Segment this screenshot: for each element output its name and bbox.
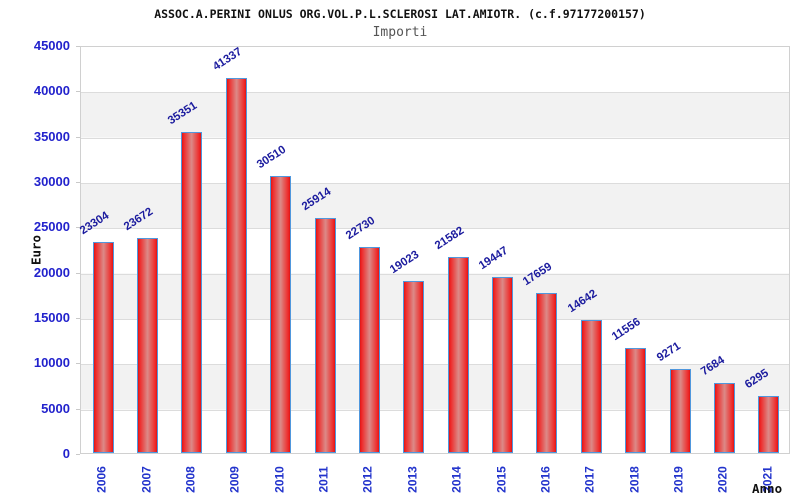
y-tick-label-0: 0 [62,446,70,461]
chart-subtitle: Importi [372,25,428,40]
y-tick-mark [76,272,80,274]
y-tick-mark [76,454,80,455]
bar-2013 [403,281,424,453]
y-tick-label-35000: 35000 [33,128,70,144]
x-tick-label-2015: 2015 [494,466,509,493]
y-tick-mark [76,318,80,319]
bar-2006 [93,242,114,453]
bar-2019 [670,369,691,453]
plot-area [80,46,790,454]
x-tick-label-2014: 2014 [449,466,464,493]
x-tick-label-2013: 2013 [405,466,420,493]
bar-2021 [758,396,779,453]
gridline-5000 [81,409,789,411]
bar-2017 [581,320,602,453]
x-tick-label-2008: 2008 [183,466,198,493]
gridline-20000 [81,273,789,275]
x-axis-title: Anno [752,481,783,496]
gridline-40000 [81,92,789,94]
gridline-35000 [81,137,789,139]
bar-2008 [181,132,202,453]
x-tick-label-2010: 2010 [272,466,287,493]
y-tick-label-30000: 30000 [33,174,70,189]
bar-2015 [492,277,513,453]
y-tick-mark [76,91,80,93]
gridline-30000 [81,183,789,184]
y-tick-label-15000: 15000 [33,310,70,325]
y-tick-mark [76,46,80,47]
y-axis-title: Euro [28,234,44,266]
bar-2012 [359,247,380,453]
bar-2011 [315,218,336,453]
y-tick-mark [76,136,80,138]
x-tick-label-2009: 2009 [227,466,242,493]
y-tick-label-5000: 5000 [41,400,70,416]
y-tick-mark [76,408,80,410]
y-tick-mark [76,182,80,183]
x-tick-label-2017: 2017 [582,466,597,493]
x-tick-label-2018: 2018 [627,466,642,493]
gridline-10000 [81,364,789,366]
bar-2009 [226,78,247,453]
y-tick-mark [76,227,80,229]
y-tick-label-40000: 40000 [33,83,70,99]
bar-2020 [714,383,735,453]
y-tick-label-20000: 20000 [33,264,70,280]
bar-2007 [137,238,158,453]
gridline-25000 [81,228,789,230]
x-tick-label-2020: 2020 [715,466,730,493]
x-tick-label-2016: 2016 [538,466,553,493]
bar-2010 [270,176,291,453]
x-tick-label-2012: 2012 [360,466,375,493]
bar-2018 [625,348,646,453]
chart-title: ASSOC.A.PERINI ONLUS ORG.VOL.P.L.SCLEROS… [154,7,646,21]
x-tick-label-2007: 2007 [139,466,154,493]
y-tick-label-10000: 10000 [33,355,70,371]
bar-2014 [448,257,469,453]
x-tick-label-2019: 2019 [671,466,686,493]
y-tick-label-45000: 45000 [33,38,70,53]
x-tick-label-2011: 2011 [316,466,331,493]
gridline-15000 [81,319,789,320]
x-tick-label-2006: 2006 [94,466,109,493]
y-tick-mark [76,363,80,365]
y-tick-label-25000: 25000 [33,219,70,235]
bar-2016 [536,293,557,453]
